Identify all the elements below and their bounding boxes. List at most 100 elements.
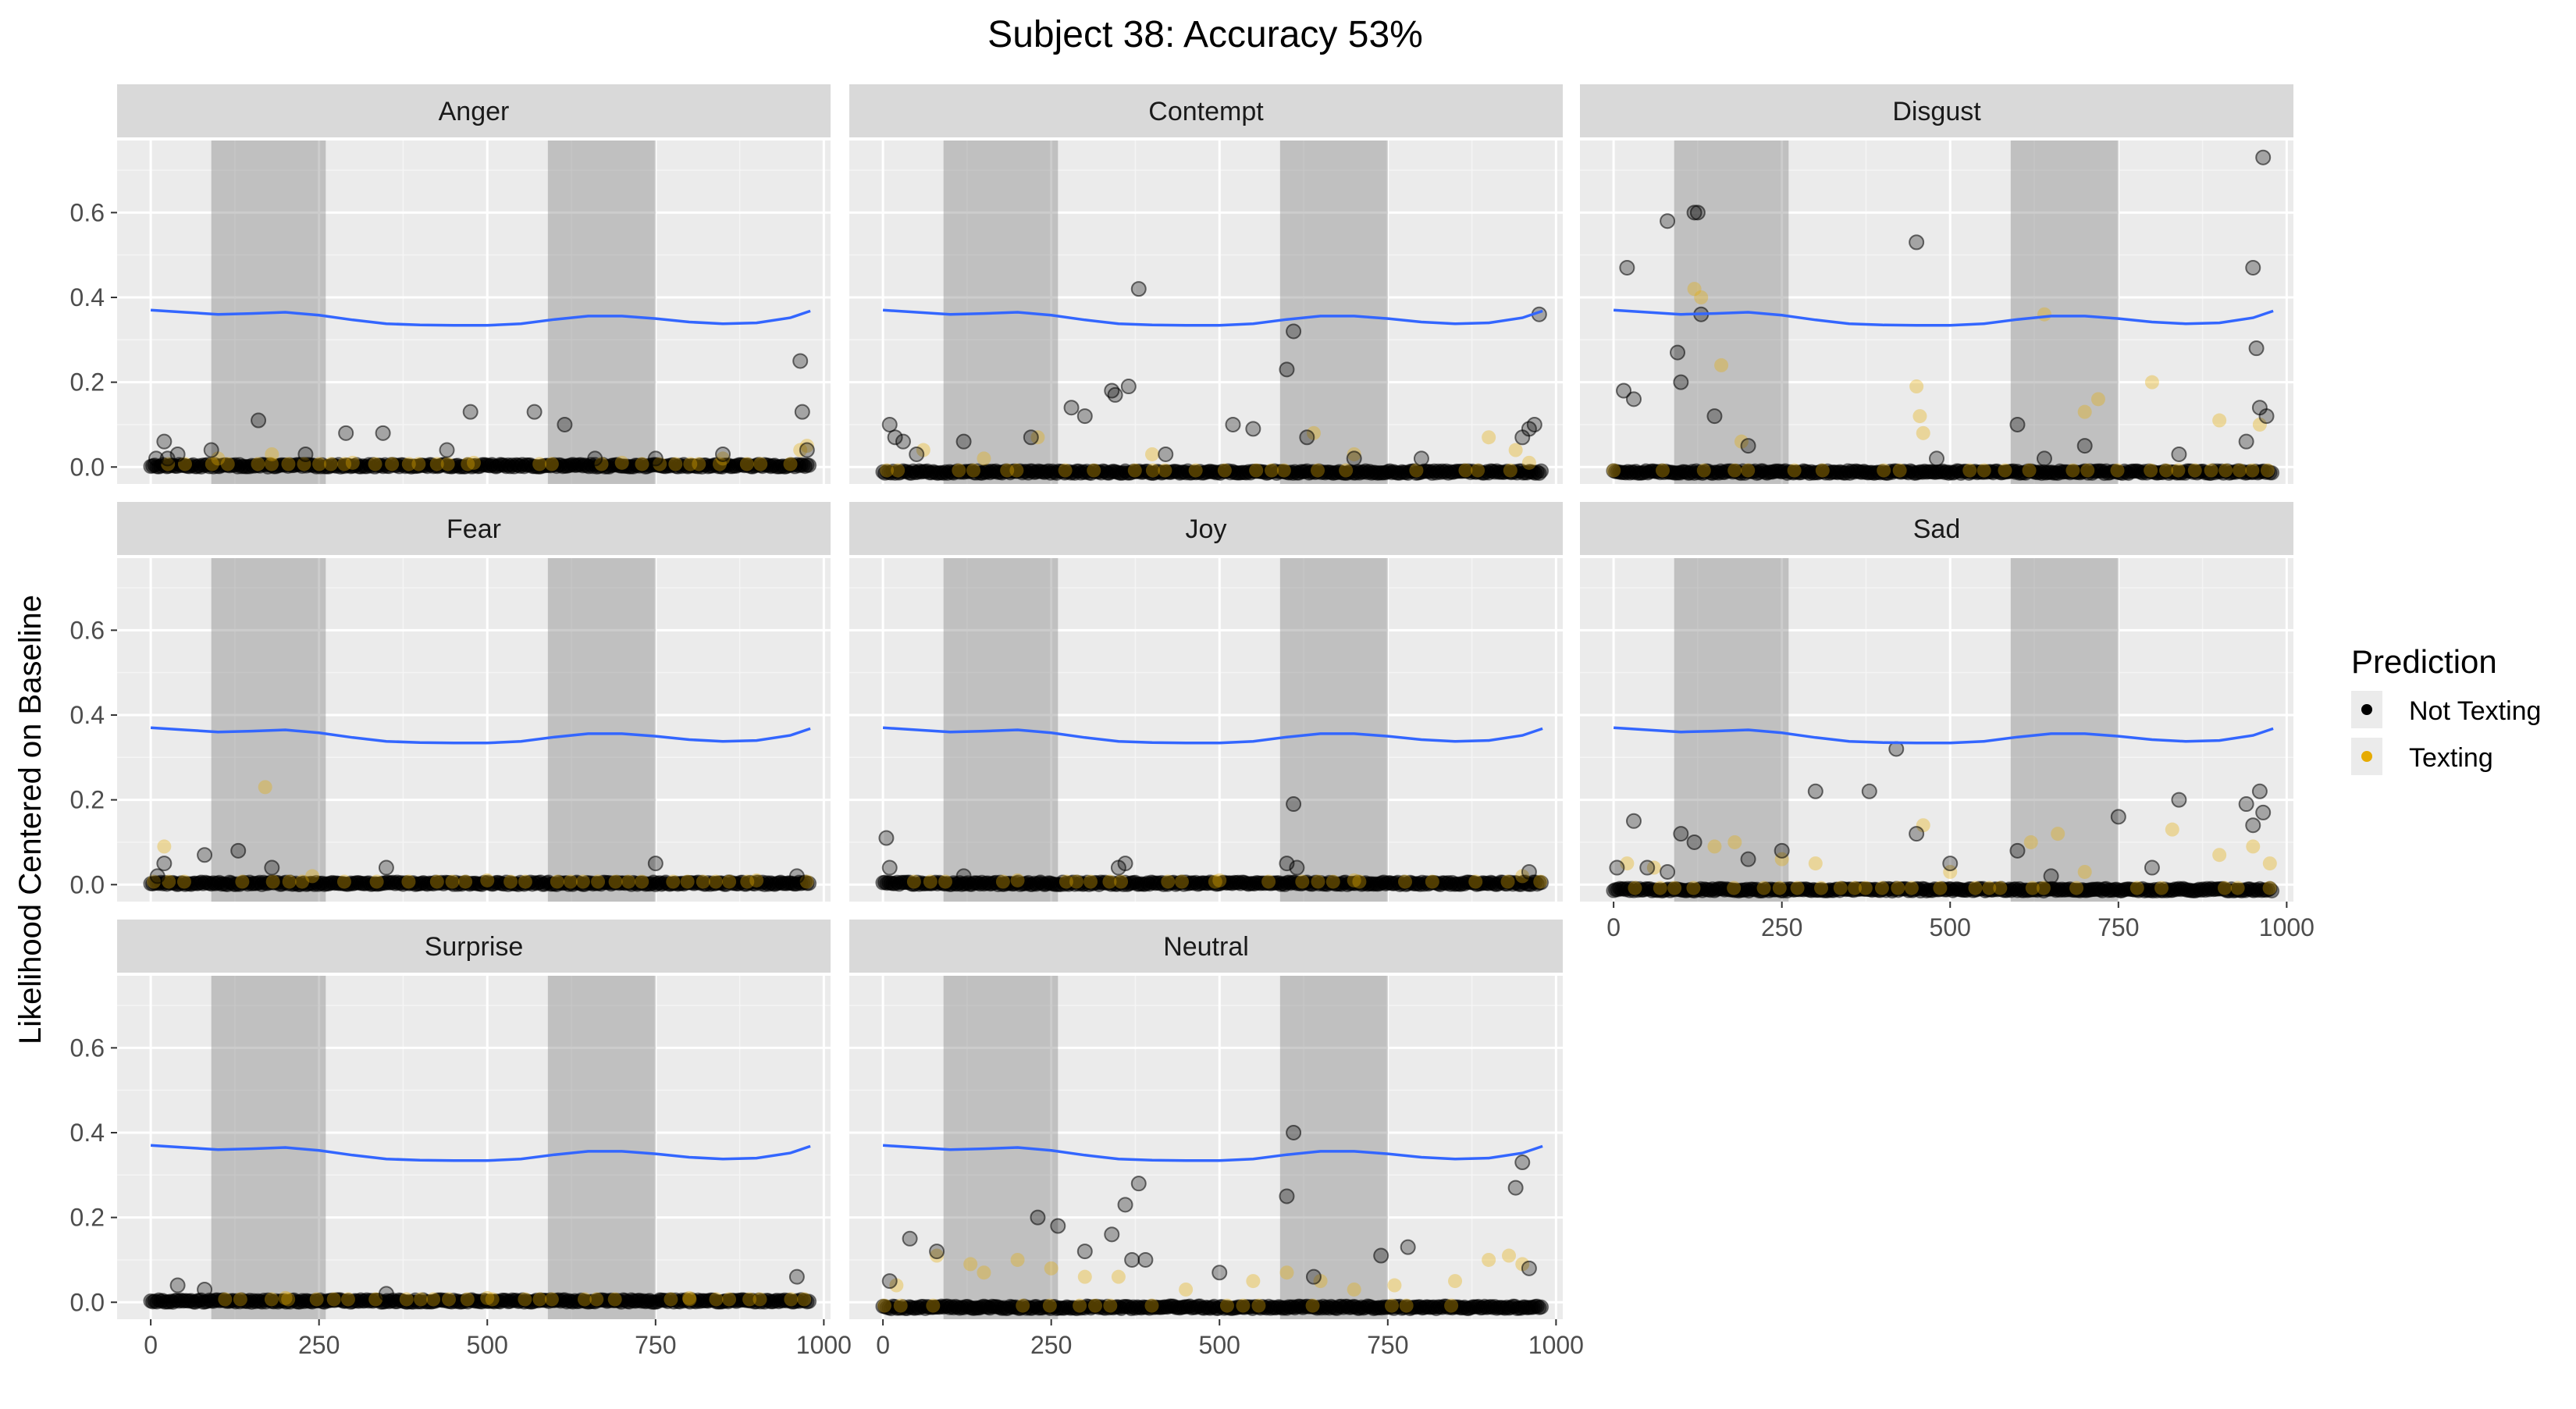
baseline-point-texting <box>1976 463 1991 478</box>
baseline-point-texting <box>503 874 518 889</box>
baseline-point-texting <box>461 457 475 471</box>
baseline-point-texting <box>2262 881 2277 895</box>
panel-strip-label: Neutral <box>1163 932 1249 962</box>
baseline-point-texting <box>1083 874 1098 889</box>
panel-anger: Anger 0.0 0.2 0.4 0.6 <box>70 84 831 484</box>
baseline-point-texting <box>1891 881 1905 895</box>
baseline-point-texting <box>1016 1298 1030 1313</box>
point-texting <box>1694 290 1709 304</box>
baseline-point-texting <box>1276 463 1291 478</box>
point-texting <box>1145 447 1160 461</box>
point-texting <box>2144 375 2159 390</box>
baseline-point-texting <box>1087 1298 1102 1313</box>
panel-strip <box>849 84 1563 137</box>
point-not-texting <box>156 856 173 872</box>
point-not-texting <box>2171 792 2187 808</box>
point-not-texting <box>1609 859 1625 876</box>
trend-line <box>150 308 811 327</box>
point-texting <box>2023 834 2038 849</box>
baseline-point-texting <box>2260 463 2275 478</box>
point-not-texting <box>1507 1180 1524 1196</box>
point-not-texting <box>1670 344 1686 361</box>
baseline-point-texting <box>1073 1298 1087 1313</box>
baseline-point-texting <box>550 874 564 889</box>
y-tick-label: 0.4 <box>70 1119 105 1147</box>
baseline-point-texting <box>664 1292 678 1307</box>
point-not-texting <box>378 859 394 876</box>
point-texting <box>2090 392 2105 407</box>
shaded-interval <box>1279 141 1388 484</box>
point-not-texting <box>1050 1218 1066 1234</box>
baseline-point-texting <box>722 874 737 889</box>
point-texting <box>265 447 279 461</box>
point-texting <box>2037 307 2051 322</box>
point-texting <box>1212 873 1227 888</box>
point-not-texting <box>1158 446 1174 462</box>
point-not-texting <box>2245 259 2261 276</box>
point-texting <box>2077 864 2092 879</box>
baseline-point-texting <box>1325 874 1340 889</box>
baseline-point-texting <box>1686 881 1701 895</box>
baseline-point-texting <box>1727 463 1742 478</box>
baseline-point-texting <box>906 874 921 889</box>
point-not-texting <box>439 442 455 458</box>
baseline-point-texting <box>1968 881 1983 895</box>
point-texting <box>1010 873 1025 888</box>
baseline-point-texting <box>518 1292 532 1307</box>
point-texting <box>1448 1274 1463 1289</box>
point-not-texting <box>169 1277 186 1293</box>
baseline-point-texting <box>1251 1298 1266 1313</box>
point-not-texting <box>1521 1260 1537 1276</box>
baseline-point-texting <box>1790 881 1805 895</box>
baseline-point-texting <box>938 874 952 889</box>
baseline-point-texting <box>668 457 683 471</box>
y-tick-label: 0.0 <box>70 1288 105 1316</box>
baseline-point-texting <box>753 457 768 471</box>
baseline-point-texting <box>877 1298 892 1313</box>
shaded-interval <box>547 976 656 1319</box>
baseline-point-texting <box>220 457 235 471</box>
baseline-point-texting <box>458 874 473 889</box>
x-tick-label: 1000 <box>2259 913 2314 941</box>
point-texting <box>1387 1278 1402 1293</box>
baseline-point-texting <box>1188 463 1203 478</box>
point-texting <box>1727 834 1742 849</box>
baseline-point-texting <box>264 1292 279 1307</box>
point-not-texting <box>1740 851 1756 867</box>
baseline-point-texting <box>692 457 706 471</box>
baseline-point-texting <box>1503 463 1517 478</box>
baseline-point-texting <box>1103 1298 1118 1313</box>
baseline-point-texting <box>2022 463 2037 478</box>
point-texting <box>1734 434 1749 449</box>
x-tick-label: 0 <box>876 1331 890 1359</box>
baseline-point-texting <box>1217 463 1232 478</box>
baseline-point-texting <box>1814 881 1829 895</box>
x-tick-label: 250 <box>1761 913 1802 941</box>
point-not-texting <box>148 450 165 467</box>
panel-strip-label: Contempt <box>1148 97 1264 126</box>
baseline-point-texting <box>2171 463 2186 478</box>
point-not-texting <box>1104 1226 1120 1243</box>
baseline-point-texting <box>1655 463 1670 478</box>
baseline-point-texting <box>577 1292 592 1307</box>
point-not-texting <box>887 429 903 446</box>
legend-title: Prediction <box>2351 643 2497 680</box>
baseline-point-texting <box>1727 881 1742 895</box>
baseline-point-texting <box>544 457 559 471</box>
point-not-texting <box>197 847 213 863</box>
baseline-point-texting <box>1058 463 1073 478</box>
point-not-texting <box>1660 213 1676 229</box>
baseline-point-texting <box>1158 463 1172 478</box>
y-tick-label: 0.2 <box>70 786 105 814</box>
point-not-texting <box>1929 450 1944 467</box>
baseline-point-texting <box>1756 881 1771 895</box>
panel-disgust: Disgust <box>1580 84 2293 484</box>
point-not-texting <box>2238 796 2254 813</box>
baseline-point-texting <box>666 874 681 889</box>
baseline-point-texting <box>1606 463 1621 478</box>
point-not-texting <box>2171 446 2187 462</box>
x-tick-label: 1000 <box>796 1331 852 1359</box>
baseline-point-texting <box>312 457 327 471</box>
point-not-texting <box>1286 796 1302 813</box>
point-not-texting <box>526 404 543 420</box>
